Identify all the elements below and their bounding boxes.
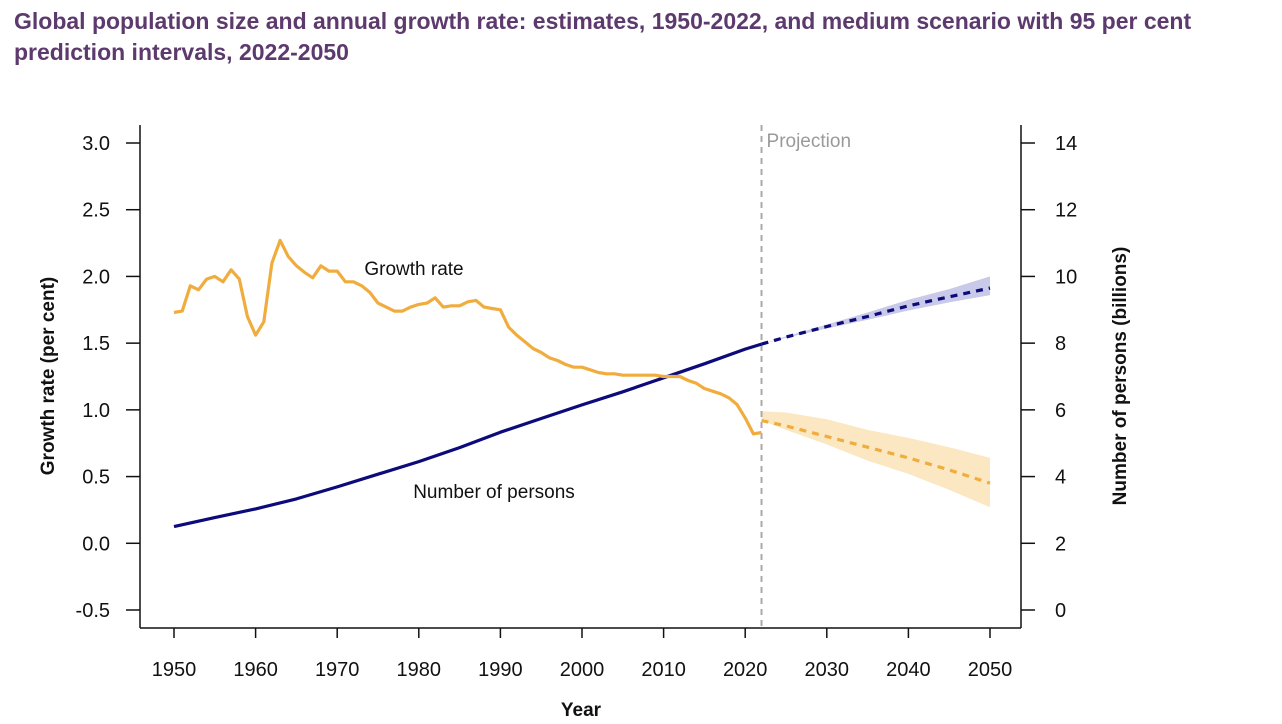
x-tick-label: 2040 <box>886 659 931 681</box>
x-tick-label: 1960 <box>233 659 278 681</box>
persons-prediction-band <box>761 276 990 345</box>
y-right-tick-label: 0 <box>1055 600 1066 622</box>
y-right-tick-label: 12 <box>1055 200 1077 222</box>
x-tick-label: 2030 <box>805 659 850 681</box>
x-tick-label: 2020 <box>723 659 768 681</box>
growth-rate-projection-line <box>761 418 991 485</box>
x-axis-title: Year <box>561 700 602 721</box>
x-tick-label: 2050 <box>968 659 1013 681</box>
growth-rate-prediction-band <box>761 411 990 508</box>
projection-label: Projection <box>767 131 852 152</box>
chart-title: Global population size and annual growth… <box>14 8 1192 65</box>
y-left-tick-label: -0.5 <box>76 600 110 622</box>
y-left-tick-label: 1.0 <box>82 400 110 422</box>
y-left-axis-title: Growth rate (per cent) <box>38 277 59 475</box>
y-right-tick-label: 4 <box>1055 467 1066 489</box>
growth-rate-line <box>173 238 762 436</box>
y-right-tick-label: 10 <box>1055 266 1077 288</box>
x-tick-label: 2010 <box>641 659 686 681</box>
x-tick-label: 1980 <box>397 659 442 681</box>
y-right-tick-label: 6 <box>1055 400 1066 422</box>
y-left-tick-label: 3.0 <box>82 133 110 155</box>
y-right-tick-label: 2 <box>1055 533 1066 555</box>
persons-annotation: Number of persons <box>413 482 575 503</box>
y-left-tick-label: 0.5 <box>82 467 110 489</box>
growth-rate-annotation: Growth rate <box>364 259 463 280</box>
y-left-tick-label: 1.5 <box>82 333 110 355</box>
y-left-tick-label: 0.0 <box>82 533 110 555</box>
persons-projection-line <box>761 286 991 346</box>
y-right-tick-label: 14 <box>1055 133 1077 155</box>
y-right-axis-title: Number of persons (billions) <box>1110 247 1131 506</box>
y-right-tick-label: 8 <box>1055 333 1066 355</box>
x-tick-label: 2000 <box>560 659 605 681</box>
y-left-tick-label: 2.0 <box>82 266 110 288</box>
x-tick-label: 1990 <box>478 659 523 681</box>
y-left-tick-label: 2.5 <box>82 200 110 222</box>
x-tick-label: 1970 <box>315 659 360 681</box>
persons-line <box>173 342 762 529</box>
x-tick-label: 1950 <box>152 659 197 681</box>
